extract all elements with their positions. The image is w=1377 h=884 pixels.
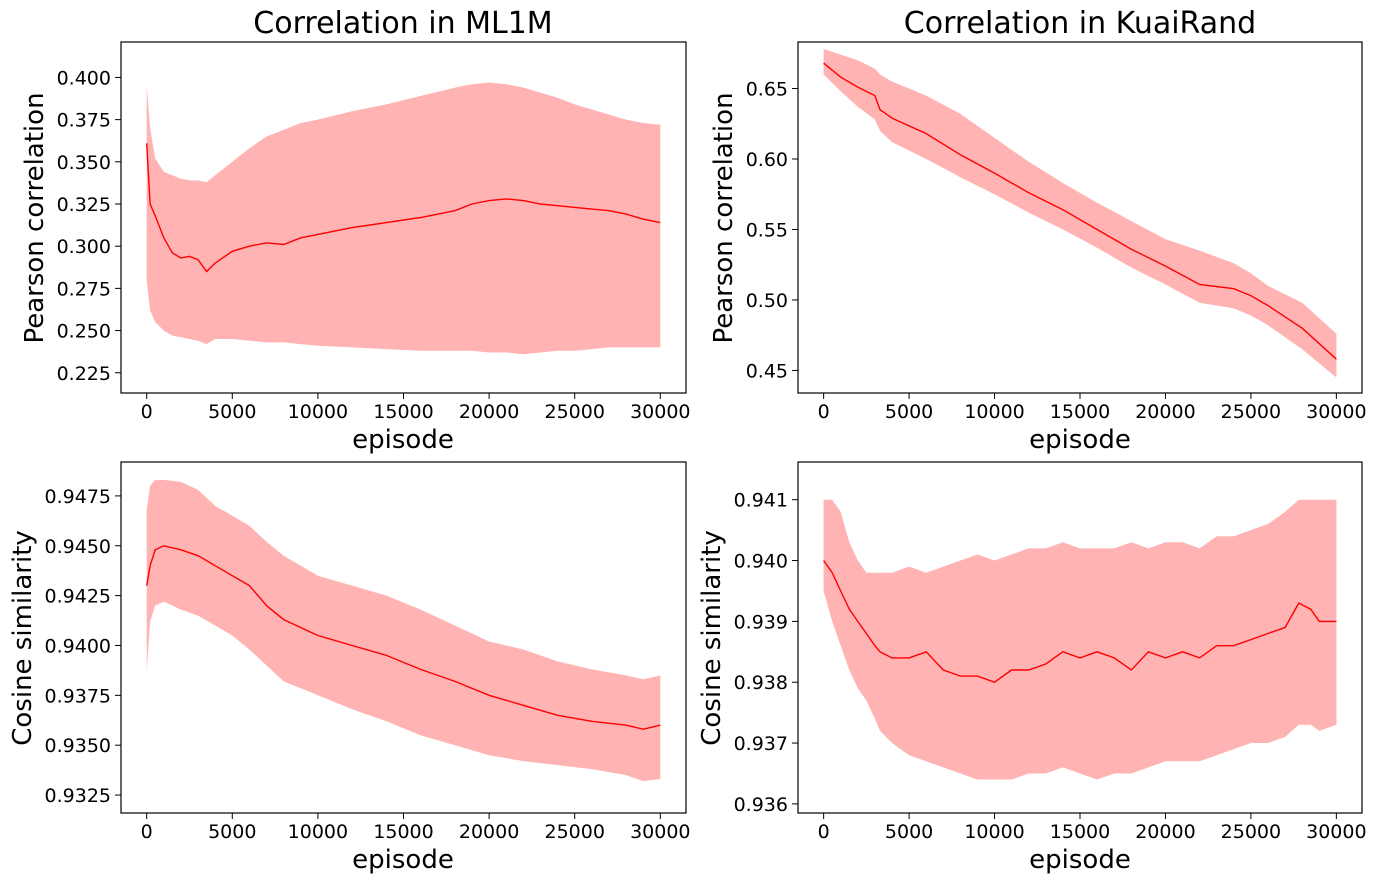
y-tick-label: 0.940 xyxy=(734,551,788,573)
x-tick-label: 10000 xyxy=(964,821,1024,843)
plot-area xyxy=(146,82,661,355)
x-axis: 0 5000 10000 15000 20000 25000 30000 xyxy=(818,813,1367,843)
mean-line xyxy=(823,560,1337,683)
x-tick-label: 15000 xyxy=(373,401,433,423)
panel-kuairand-cosine: 0 5000 10000 15000 20000 25000 30000 0.9360.93… xyxy=(697,461,1367,875)
y-tick-label: 0.936 xyxy=(734,794,788,816)
x-tick-label: 5000 xyxy=(208,821,256,843)
x-axis-label: episode xyxy=(1029,845,1131,875)
x-tick-label: 30000 xyxy=(630,401,690,423)
panel-ml1m-cosine: 0 5000 10000 15000 20000 25000 30000 0.93250.9… xyxy=(8,461,691,875)
y-axis-label: Pearson correlation xyxy=(709,92,739,343)
y-axis: 0.45 0.50 0.55 0.60 0.65 xyxy=(746,79,798,382)
y-tick-label: 0.9475 xyxy=(45,486,111,508)
y-tick-label: 0.55 xyxy=(746,219,788,241)
x-tick-label: 0 xyxy=(818,821,830,843)
panel-title: Correlation in ML1M xyxy=(253,6,552,41)
x-tick-label: 20000 xyxy=(459,401,519,423)
y-axis: 0.225 0.250 0.275 0.300 0.325 0.350 0.375 0.400 xyxy=(57,67,121,385)
x-tick-label: 30000 xyxy=(630,821,690,843)
x-tick-label: 25000 xyxy=(544,401,604,423)
x-tick-label: 5000 xyxy=(885,401,933,423)
x-tick-label: 30000 xyxy=(1306,401,1366,423)
y-tick-label: 0.250 xyxy=(57,321,111,343)
x-tick-label: 0 xyxy=(141,401,153,423)
std-band xyxy=(823,499,1337,780)
y-tick-label: 0.941 xyxy=(734,490,788,512)
std-band xyxy=(146,82,661,355)
x-tick-label: 25000 xyxy=(1221,821,1281,843)
y-tick-label: 0.9375 xyxy=(45,685,111,707)
y-tick-label: 0.9325 xyxy=(45,785,111,807)
plot-area xyxy=(146,479,661,782)
x-tick-label: 25000 xyxy=(544,821,604,843)
y-tick-label: 0.9450 xyxy=(45,536,111,558)
x-tick-label: 10000 xyxy=(288,821,348,843)
y-tick-label: 0.50 xyxy=(746,290,788,312)
x-tick-label: 25000 xyxy=(1221,401,1281,423)
x-tick-label: 10000 xyxy=(964,401,1024,423)
y-axis-label: Cosine similarity xyxy=(8,530,38,746)
y-tick-label: 0.300 xyxy=(57,236,111,258)
x-tick-label: 5000 xyxy=(208,401,256,423)
x-tick-label: 0 xyxy=(141,821,153,843)
x-axis-label: episode xyxy=(1029,425,1131,455)
mean-line xyxy=(146,143,661,273)
x-tick-label: 15000 xyxy=(373,821,433,843)
plot-area xyxy=(823,49,1337,378)
y-tick-label: 0.45 xyxy=(746,360,788,382)
mean-line xyxy=(146,545,661,730)
x-tick-label: 30000 xyxy=(1306,821,1366,843)
y-tick-label: 0.939 xyxy=(734,611,788,633)
x-axis: 0 5000 10000 15000 20000 25000 30000 xyxy=(818,393,1367,423)
y-tick-label: 0.65 xyxy=(746,79,788,101)
y-axis-label: Cosine similarity xyxy=(697,530,727,746)
plot-area xyxy=(823,499,1337,780)
std-band xyxy=(823,49,1337,378)
y-tick-label: 0.60 xyxy=(746,149,788,171)
panel-title: Correlation in KuaiRand xyxy=(904,6,1256,41)
y-tick-label: 0.275 xyxy=(57,278,111,300)
panel-kuairand-pearson: Correlation in KuaiRand 0 5000 10000 15000 2… xyxy=(709,6,1367,455)
y-tick-label: 0.350 xyxy=(57,152,111,174)
y-tick-label: 0.9425 xyxy=(45,586,111,608)
x-tick-label: 10000 xyxy=(288,401,348,423)
y-tick-label: 0.937 xyxy=(734,733,788,755)
x-axis: 0 5000 10000 15000 20000 25000 30000 xyxy=(141,813,691,843)
x-tick-label: 20000 xyxy=(459,821,519,843)
y-tick-label: 0.225 xyxy=(57,363,111,385)
x-tick-label: 15000 xyxy=(1050,401,1110,423)
x-axis-label: episode xyxy=(352,845,454,875)
y-tick-label: 0.325 xyxy=(57,194,111,216)
y-axis-label: Pearson correlation xyxy=(20,92,50,343)
y-tick-label: 0.375 xyxy=(57,110,111,132)
std-band xyxy=(146,479,661,782)
x-tick-label: 5000 xyxy=(885,821,933,843)
panel-ml1m-pearson: Correlation in ML1M 0 5000 10000 15000 20000… xyxy=(20,6,691,455)
y-axis: 0.936 0.937 0.938 0.939 0.940 0.941 xyxy=(734,490,798,816)
x-tick-label: 15000 xyxy=(1050,821,1110,843)
x-axis-label: episode xyxy=(352,425,454,455)
mean-line xyxy=(823,62,1337,360)
x-axis: 0 5000 10000 15000 20000 25000 30000 xyxy=(141,393,691,423)
x-tick-label: 20000 xyxy=(1135,821,1195,843)
y-tick-label: 0.9350 xyxy=(45,735,111,757)
y-tick-label: 0.400 xyxy=(57,67,111,89)
x-tick-label: 20000 xyxy=(1135,401,1195,423)
y-axis: 0.9325 0.9350 0.9375 0.9400 0.9425 0.9450 0.94… xyxy=(45,486,121,807)
x-tick-label: 0 xyxy=(818,401,830,423)
y-tick-label: 0.9400 xyxy=(45,635,111,657)
y-tick-label: 0.938 xyxy=(734,672,788,694)
